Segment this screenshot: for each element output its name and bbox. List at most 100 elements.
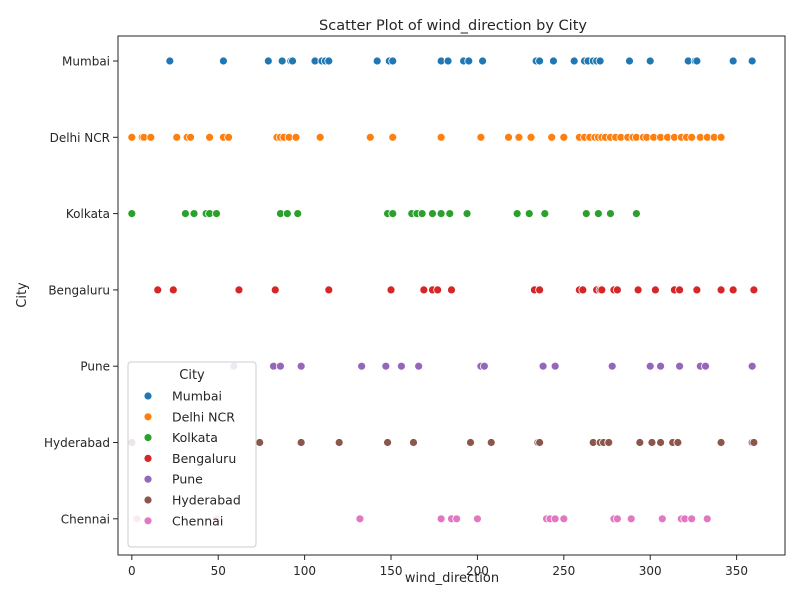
data-point bbox=[645, 56, 655, 66]
data-point bbox=[612, 285, 622, 295]
legend-marker bbox=[143, 391, 153, 401]
data-point bbox=[381, 361, 391, 371]
x-tick-label: 300 bbox=[639, 564, 662, 578]
data-point bbox=[692, 56, 702, 66]
data-point bbox=[417, 209, 427, 219]
data-point bbox=[728, 285, 738, 295]
data-point bbox=[388, 209, 398, 219]
data-point bbox=[212, 209, 221, 219]
data-point bbox=[436, 209, 446, 219]
data-point bbox=[716, 438, 726, 447]
data-point bbox=[540, 209, 550, 219]
data-point bbox=[466, 438, 475, 447]
y-axis: Mumbai Delhi NCR Kolkata Bengaluru Pune Hyder… bbox=[44, 55, 118, 526]
x-tick-label: 50 bbox=[211, 564, 226, 578]
data-point bbox=[656, 438, 665, 447]
legend-marker bbox=[143, 412, 153, 422]
data-point bbox=[315, 132, 325, 142]
data-point bbox=[675, 285, 684, 295]
data-point bbox=[479, 361, 489, 371]
y-axis-label: City bbox=[15, 282, 30, 308]
legend-entry-label: Chennai bbox=[172, 513, 223, 528]
data-point bbox=[324, 56, 334, 66]
data-point bbox=[288, 56, 297, 66]
data-point bbox=[625, 56, 634, 66]
data-point bbox=[645, 361, 655, 371]
x-tick-label: 150 bbox=[380, 564, 403, 578]
x-axis: 0 50 100 150 200 250 300 350 bbox=[128, 555, 748, 578]
data-point bbox=[595, 56, 605, 66]
data-point bbox=[433, 285, 443, 295]
data-point bbox=[127, 209, 137, 219]
data-point bbox=[656, 361, 665, 371]
data-point bbox=[701, 361, 710, 371]
legend-marker bbox=[143, 433, 153, 443]
data-point bbox=[291, 132, 301, 142]
data-point bbox=[535, 438, 545, 447]
data-point bbox=[512, 209, 522, 219]
data-point bbox=[357, 361, 367, 371]
data-point bbox=[447, 285, 456, 295]
data-point bbox=[559, 514, 569, 524]
data-point bbox=[276, 361, 285, 371]
legend-entry-label: Kolkata bbox=[172, 430, 218, 445]
data-point bbox=[535, 285, 545, 295]
x-tick-label: 200 bbox=[466, 564, 489, 578]
data-point bbox=[626, 514, 636, 524]
data-point bbox=[180, 209, 190, 219]
data-point bbox=[702, 514, 712, 524]
data-point bbox=[186, 132, 195, 142]
data-point bbox=[607, 361, 617, 371]
data-point bbox=[436, 132, 446, 142]
data-point bbox=[383, 438, 392, 447]
data-point bbox=[324, 285, 334, 295]
data-point bbox=[716, 132, 726, 142]
data-point bbox=[388, 56, 398, 66]
data-point bbox=[486, 438, 496, 447]
data-point bbox=[633, 285, 643, 295]
legend-entry-label: Mumbai bbox=[172, 389, 222, 404]
data-point bbox=[234, 285, 244, 295]
data-point bbox=[747, 361, 757, 371]
y-tick-label: Mumbai bbox=[62, 55, 110, 69]
legend-marker bbox=[143, 516, 153, 526]
legend-title: City bbox=[179, 368, 205, 383]
x-tick-label: 350 bbox=[725, 564, 748, 578]
chart-title: Scatter Plot of wind_direction by City bbox=[319, 18, 587, 34]
data-point bbox=[535, 56, 545, 66]
data-point bbox=[414, 361, 424, 371]
data-point bbox=[219, 56, 228, 66]
data-point bbox=[296, 361, 306, 371]
data-point bbox=[473, 514, 482, 524]
data-point bbox=[631, 209, 641, 219]
data-point bbox=[270, 285, 280, 295]
data-point bbox=[282, 209, 292, 219]
y-tick-label: Pune bbox=[80, 360, 110, 374]
legend-entry-label: Hyderabad bbox=[172, 493, 241, 508]
data-point bbox=[593, 209, 603, 219]
legend-entry-label: Pune bbox=[172, 472, 203, 487]
data-point bbox=[569, 56, 579, 66]
data-point bbox=[550, 514, 560, 524]
data-point bbox=[728, 56, 738, 66]
data-point bbox=[127, 132, 137, 142]
data-point bbox=[538, 361, 548, 371]
data-point bbox=[153, 285, 163, 295]
data-point bbox=[263, 56, 273, 66]
y-tick-label: Hyderabad bbox=[44, 436, 110, 450]
x-tick-label: 100 bbox=[293, 564, 316, 578]
data-point bbox=[277, 56, 287, 66]
data-point bbox=[443, 56, 453, 66]
data-point bbox=[409, 438, 418, 447]
data-point bbox=[396, 361, 406, 371]
data-point bbox=[549, 56, 558, 66]
legend-entry-label: Bengaluru bbox=[172, 451, 236, 466]
data-point bbox=[445, 209, 455, 219]
data-point bbox=[524, 209, 534, 219]
data-point bbox=[189, 209, 199, 219]
data-point bbox=[692, 285, 702, 295]
data-point bbox=[687, 132, 697, 142]
data-point bbox=[687, 514, 697, 524]
